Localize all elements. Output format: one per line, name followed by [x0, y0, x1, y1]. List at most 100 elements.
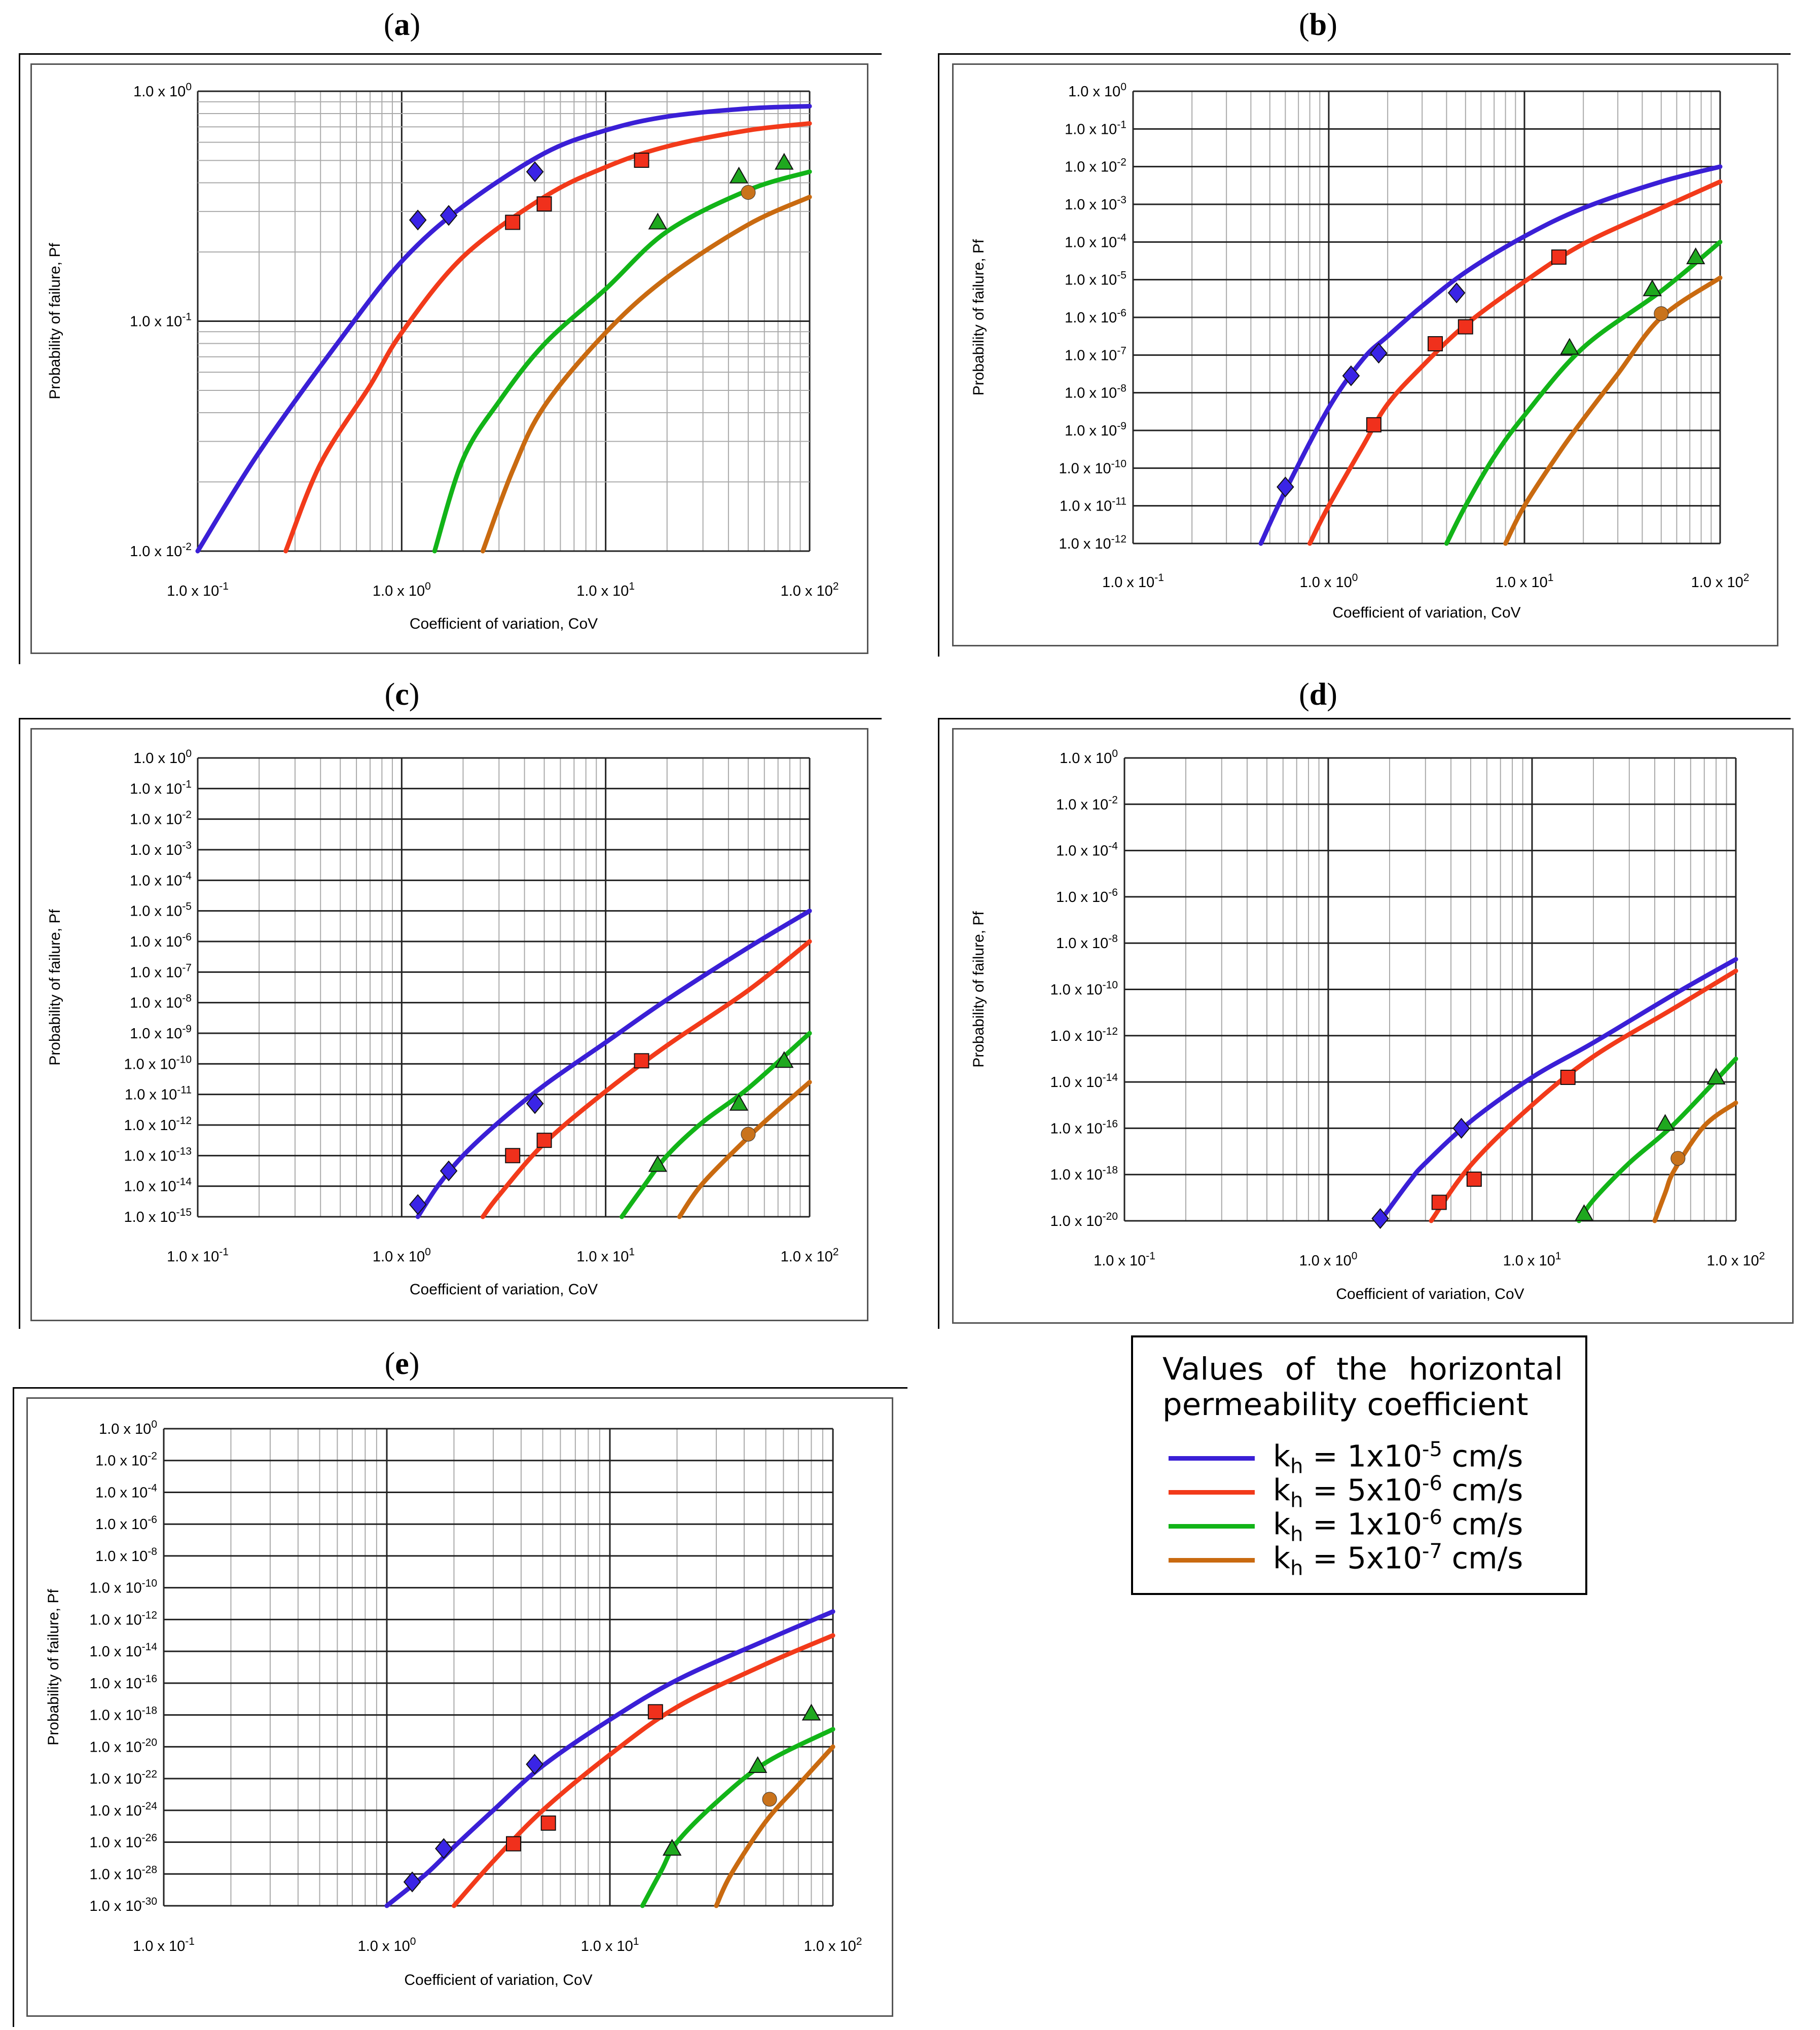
data-point-green-triangle: [775, 1051, 794, 1068]
series-line-red: [452, 1633, 835, 1908]
y-tick-label: 1.0 x 10-9: [1065, 420, 1126, 439]
y-tick-label: 1.0 x 10-4: [1056, 841, 1118, 859]
y-tick-label: 1.0 x 10-10: [1059, 458, 1126, 477]
y-tick-label: 1.0 x 10-18: [89, 1705, 157, 1724]
data-point-orange-circle: [1670, 1151, 1686, 1166]
series-line-blue: [384, 1609, 835, 1908]
x-tick-label: 1.0 x 100: [1300, 572, 1358, 591]
data-point-red-square: [634, 153, 649, 168]
y-tick-label: 1.0 x 10-2: [130, 541, 192, 560]
panel-label-c: (c): [384, 677, 420, 712]
data-point-blue-diamond: [526, 1093, 544, 1114]
data-point-orange-circle: [741, 1127, 756, 1142]
x-tick-label: 1.0 x 10-1: [1094, 1250, 1155, 1269]
data-point-orange-circle: [1654, 306, 1669, 321]
series-line-green: [1577, 1056, 1738, 1223]
y-tick-label: 1.0 x 10-16: [89, 1673, 157, 1692]
x-axis-label: Coefficient of variation, CoV: [410, 615, 598, 632]
y-tick-label: 1.0 x 10-2: [1065, 157, 1126, 175]
data-point-red-square: [536, 1133, 552, 1148]
y-tick-label: 1.0 x 10-9: [130, 1023, 192, 1042]
series-line-orange: [480, 195, 812, 554]
legend-box: Values of the horizontal permeability co…: [1131, 1335, 1587, 1595]
legend-item-3: kh = 1x10-6 cm/s: [1169, 1506, 1523, 1546]
y-tick-label: 1.0 x 10-12: [124, 1115, 192, 1134]
y-axis-label: Probability of failure, Pf: [45, 1589, 62, 1746]
panel-label-e: (e): [384, 1347, 420, 1381]
data-point-blue-diamond: [1370, 343, 1388, 364]
data-point-orange-circle: [741, 185, 756, 200]
y-tick-label: 1.0 x 100: [99, 1419, 157, 1437]
y-tick-label: 1.0 x 10-4: [95, 1482, 157, 1501]
data-point-green-triangle: [662, 1839, 682, 1856]
legend-label: kh = 5x10-6 cm/s: [1273, 1472, 1523, 1512]
x-tick-label: 1.0 x 102: [781, 581, 839, 599]
series-line-green: [432, 169, 812, 554]
data-point-blue-diamond: [526, 1754, 543, 1775]
y-tick-label: 1.0 x 10-24: [89, 1800, 157, 1819]
chart-panel-b: 1.0 x 10-12 1.0 x 10-11 1.0 x 10-10 1.0 x 1…: [970, 81, 1749, 621]
data-point-green-triangle: [729, 166, 749, 184]
y-tick-label: 1.0 x 10-20: [89, 1736, 157, 1755]
data-point-green-triangle: [1560, 338, 1579, 355]
y-tick-label: 1.0 x 10-20: [1050, 1211, 1118, 1229]
y-axis-label: Probability of failure, Pf: [970, 239, 987, 395]
x-tick-label: 1.0 x 10-1: [133, 1936, 195, 1954]
y-axis-label: Probability of failure, Pf: [970, 911, 987, 1068]
x-tick-label: 1.0 x 101: [1496, 572, 1554, 591]
y-tick-label: 1.0 x 10-6: [95, 1514, 157, 1533]
data-point-blue-diamond: [1277, 476, 1294, 498]
data-point-green-triangle: [648, 212, 668, 230]
series-line-red: [1307, 179, 1723, 546]
y-tick-label: 1.0 x 10-12: [89, 1609, 157, 1628]
data-point-green-triangle: [1643, 279, 1662, 297]
legend-item-1: kh = 1x10-5 cm/s: [1169, 1438, 1523, 1478]
legend-swatch-red: [1169, 1490, 1255, 1495]
series-line-blue: [1258, 164, 1723, 546]
data-point-red-square: [536, 196, 552, 212]
data-point-red-square: [505, 1148, 521, 1164]
y-axis-label: Probability of failure, Pf: [47, 909, 63, 1066]
data-point-red-square: [506, 1836, 522, 1852]
y-tick-label: 1.0 x 10-16: [1050, 1118, 1118, 1137]
series-line-green: [620, 1031, 812, 1219]
legend-label: kh = 1x10-6 cm/s: [1273, 1506, 1523, 1546]
y-tick-label: 1.0 x 10-10: [89, 1578, 157, 1597]
x-tick-label: 1.0 x 101: [1503, 1250, 1561, 1269]
data-point-blue-diamond: [440, 1160, 458, 1182]
y-tick-label: 1.0 x 10-8: [130, 993, 192, 1011]
rule-e: [13, 1387, 907, 1389]
data-point-blue-diamond: [526, 161, 544, 183]
y-tick-label: 1.0 x 100: [133, 748, 192, 767]
series-line-red: [283, 121, 812, 554]
data-point-red-square: [1466, 1171, 1482, 1187]
legend-swatch-blue: [1169, 1456, 1255, 1461]
y-tick-label: 1.0 x 10-2: [130, 809, 192, 828]
data-point-red-square: [540, 1815, 556, 1831]
y-tick-label: 1.0 x 10-4: [1065, 232, 1126, 250]
y-tick-label: 1.0 x 10-30: [89, 1896, 157, 1914]
y-tick-label: 1.0 x 10-18: [1050, 1165, 1118, 1183]
x-tick-label: 1.0 x 100: [1299, 1250, 1358, 1269]
y-tick-label: 1.0 x 10-6: [1056, 887, 1118, 905]
legend-label: kh = 5x10-7 cm/s: [1273, 1540, 1523, 1580]
rule-b: [938, 53, 1791, 55]
y-tick-label: 1.0 x 10-12: [1050, 1026, 1118, 1044]
y-tick-label: 1.0 x 10-14: [1050, 1072, 1118, 1091]
y-tick-label: 1.0 x 10-1: [1065, 119, 1126, 137]
data-point-red-square: [1560, 1069, 1576, 1085]
chart-panel-e: 1.0 x 10-30 1.0 x 10-28 1.0 x 10-26 1.0 x 1…: [45, 1419, 862, 1988]
x-tick-label: 1.0 x 10-1: [167, 581, 229, 599]
panel-label-a: (a): [383, 8, 421, 42]
series-line-red: [480, 939, 812, 1219]
y-tick-label: 1.0 x 10-5: [130, 901, 192, 920]
x-tick-label: 1.0 x 101: [576, 1246, 635, 1265]
x-tick-label: 1.0 x 102: [1691, 572, 1750, 591]
x-axis-label: Coefficient of variation, CoV: [1336, 1286, 1524, 1302]
x-tick-label: 1.0 x 100: [373, 1246, 431, 1265]
panel-label-b: (b): [1299, 8, 1337, 42]
y-tick-label: 1.0 x 10-8: [1065, 383, 1126, 402]
x-tick-label: 1.0 x 101: [581, 1936, 639, 1954]
series-line-blue: [1378, 957, 1738, 1223]
